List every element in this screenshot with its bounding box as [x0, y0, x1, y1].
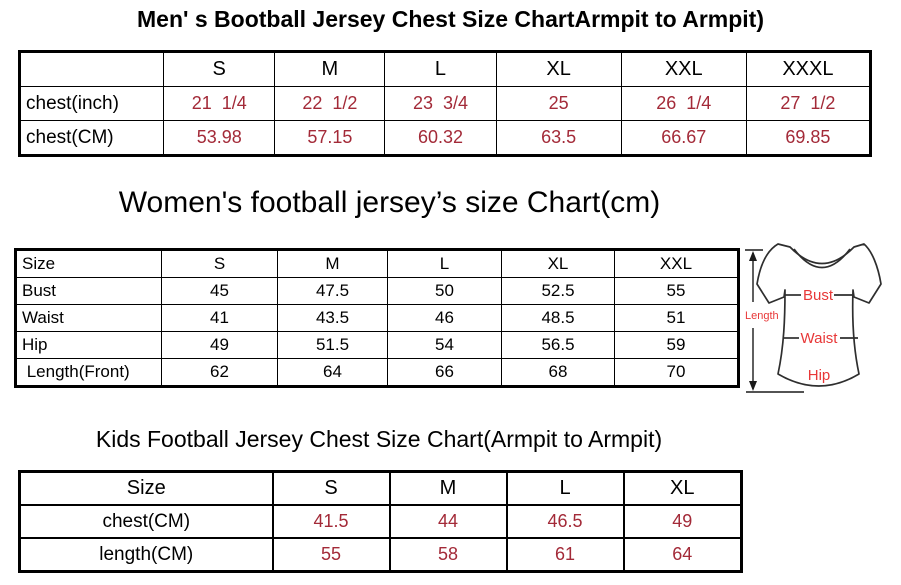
- table-row: length(CM) 55 58 61 64: [18, 537, 743, 573]
- table-row: chest(CM) 53.98 57.15 60.32 63.5 66.67 6…: [18, 120, 872, 156]
- cell-value: 54: [387, 331, 502, 359]
- row-label: Waist: [15, 304, 162, 332]
- cell-value: 45: [161, 277, 278, 305]
- cell-value: 55: [271, 537, 391, 573]
- col-header: XL: [622, 470, 743, 506]
- tshirt-measurement-diagram: Length Bust Waist Hip: [745, 243, 882, 393]
- cell-value: 56.5: [501, 331, 615, 359]
- cell-value: 68: [501, 358, 615, 387]
- cell-value: 59: [614, 331, 739, 359]
- cell-value: 62: [161, 358, 278, 387]
- table-row: chest(CM) 41.5 44 46.5 49: [18, 504, 743, 539]
- table-row: Bust 45 47.5 50 52.5 55: [15, 277, 739, 305]
- row-label: Hip: [15, 331, 162, 359]
- cell-value: 49: [161, 331, 278, 359]
- length-arrow-icon: [745, 249, 804, 393]
- cell-value: 26 1/4: [620, 86, 747, 121]
- women-chart-title: Women's football jersey’s size Chart(cm): [118, 186, 661, 219]
- row-label: Length(Front): [15, 358, 162, 387]
- cell-value: 41: [161, 304, 278, 332]
- row-label: Bust: [15, 277, 162, 305]
- cell-value: 43.5: [277, 304, 388, 332]
- hip-label: Hip: [808, 367, 831, 384]
- cell-value: 21 1/4: [163, 86, 276, 121]
- col-header: L: [505, 470, 625, 506]
- cell-value: 51.5: [277, 331, 388, 359]
- cell-value: 70: [614, 358, 739, 387]
- cell-value: 49: [622, 504, 743, 539]
- corner-cell: [18, 51, 165, 87]
- cell-value: 23 3/4: [384, 86, 497, 121]
- men-size-table: S M L XL XXL XXXL chest(inch) 21 1/4 22 …: [18, 50, 872, 157]
- cell-value: 69.85: [745, 120, 872, 156]
- cell-value: 52.5: [501, 277, 615, 305]
- cell-value: 53.98: [163, 120, 276, 156]
- row-label: chest(CM): [18, 504, 274, 539]
- bust-label: Bust: [803, 287, 834, 304]
- col-header: XL: [495, 51, 622, 87]
- col-header: S: [161, 249, 278, 278]
- kids-size-table: Size S M L XL chest(CM) 41.5 44 46.5 49 …: [18, 470, 743, 573]
- table-row: Size S M L XL XXL: [15, 249, 739, 278]
- corner-cell: Size: [18, 470, 274, 506]
- row-label: chest(CM): [18, 120, 165, 156]
- waist-label: Waist: [801, 330, 839, 347]
- arrowhead-up-icon: [749, 251, 757, 261]
- col-header: XXXL: [745, 51, 872, 87]
- cell-value: 22 1/2: [274, 86, 386, 121]
- table-row: chest(inch) 21 1/4 22 1/2 23 3/4 25 26 1…: [18, 86, 872, 121]
- col-header: L: [387, 249, 502, 278]
- cell-value: 57.15: [274, 120, 386, 156]
- col-header: M: [388, 470, 508, 506]
- col-header: S: [163, 51, 276, 87]
- cell-value: 63.5: [495, 120, 622, 156]
- table-row: Length(Front) 62 64 66 68 70: [15, 358, 739, 387]
- col-header: XXL: [620, 51, 747, 87]
- cell-value: 64: [277, 358, 388, 387]
- col-header: M: [277, 249, 388, 278]
- table-row: Hip 49 51.5 54 56.5 59: [15, 331, 739, 359]
- col-header: L: [384, 51, 497, 87]
- cell-value: 50: [387, 277, 502, 305]
- table-row: Waist 41 43.5 46 48.5 51: [15, 304, 739, 332]
- arrowhead-down-icon: [749, 381, 757, 391]
- table-row: Size S M L XL: [18, 470, 743, 506]
- cell-value: 58: [388, 537, 508, 573]
- cell-value: 48.5: [501, 304, 615, 332]
- row-label: chest(inch): [18, 86, 165, 121]
- men-chart-title: Men' s Bootball Jersey Chest Size ChartA…: [137, 6, 764, 32]
- length-label: Length: [745, 310, 779, 322]
- cell-value: 55: [614, 277, 739, 305]
- col-header: M: [274, 51, 386, 87]
- cell-value: 66.67: [620, 120, 747, 156]
- col-header: XXL: [614, 249, 739, 278]
- col-header: S: [271, 470, 391, 506]
- cell-value: 44: [388, 504, 508, 539]
- cell-value: 41.5: [271, 504, 391, 539]
- cell-value: 66: [387, 358, 502, 387]
- women-size-table: Size S M L XL XXL Bust 45 47.5 50 52.5 5…: [14, 248, 740, 388]
- cell-value: 61: [505, 537, 625, 573]
- cell-value: 64: [622, 537, 743, 573]
- measure-lines: [783, 294, 858, 339]
- cell-value: 46: [387, 304, 502, 332]
- kids-chart-title: Kids Football Jersey Chest Size Chart(Ar…: [95, 426, 663, 452]
- cell-value: 25: [495, 86, 622, 121]
- cell-value: 46.5: [505, 504, 625, 539]
- cell-value: 51: [614, 304, 739, 332]
- col-header: XL: [501, 249, 615, 278]
- table-row: S M L XL XXL XXXL: [18, 51, 872, 87]
- tshirt-outline-icon: [756, 243, 882, 387]
- cell-value: 27 1/2: [745, 86, 872, 121]
- corner-cell: Size: [15, 249, 162, 278]
- cell-value: 47.5: [277, 277, 388, 305]
- cell-value: 60.32: [384, 120, 497, 156]
- row-label: length(CM): [18, 537, 274, 573]
